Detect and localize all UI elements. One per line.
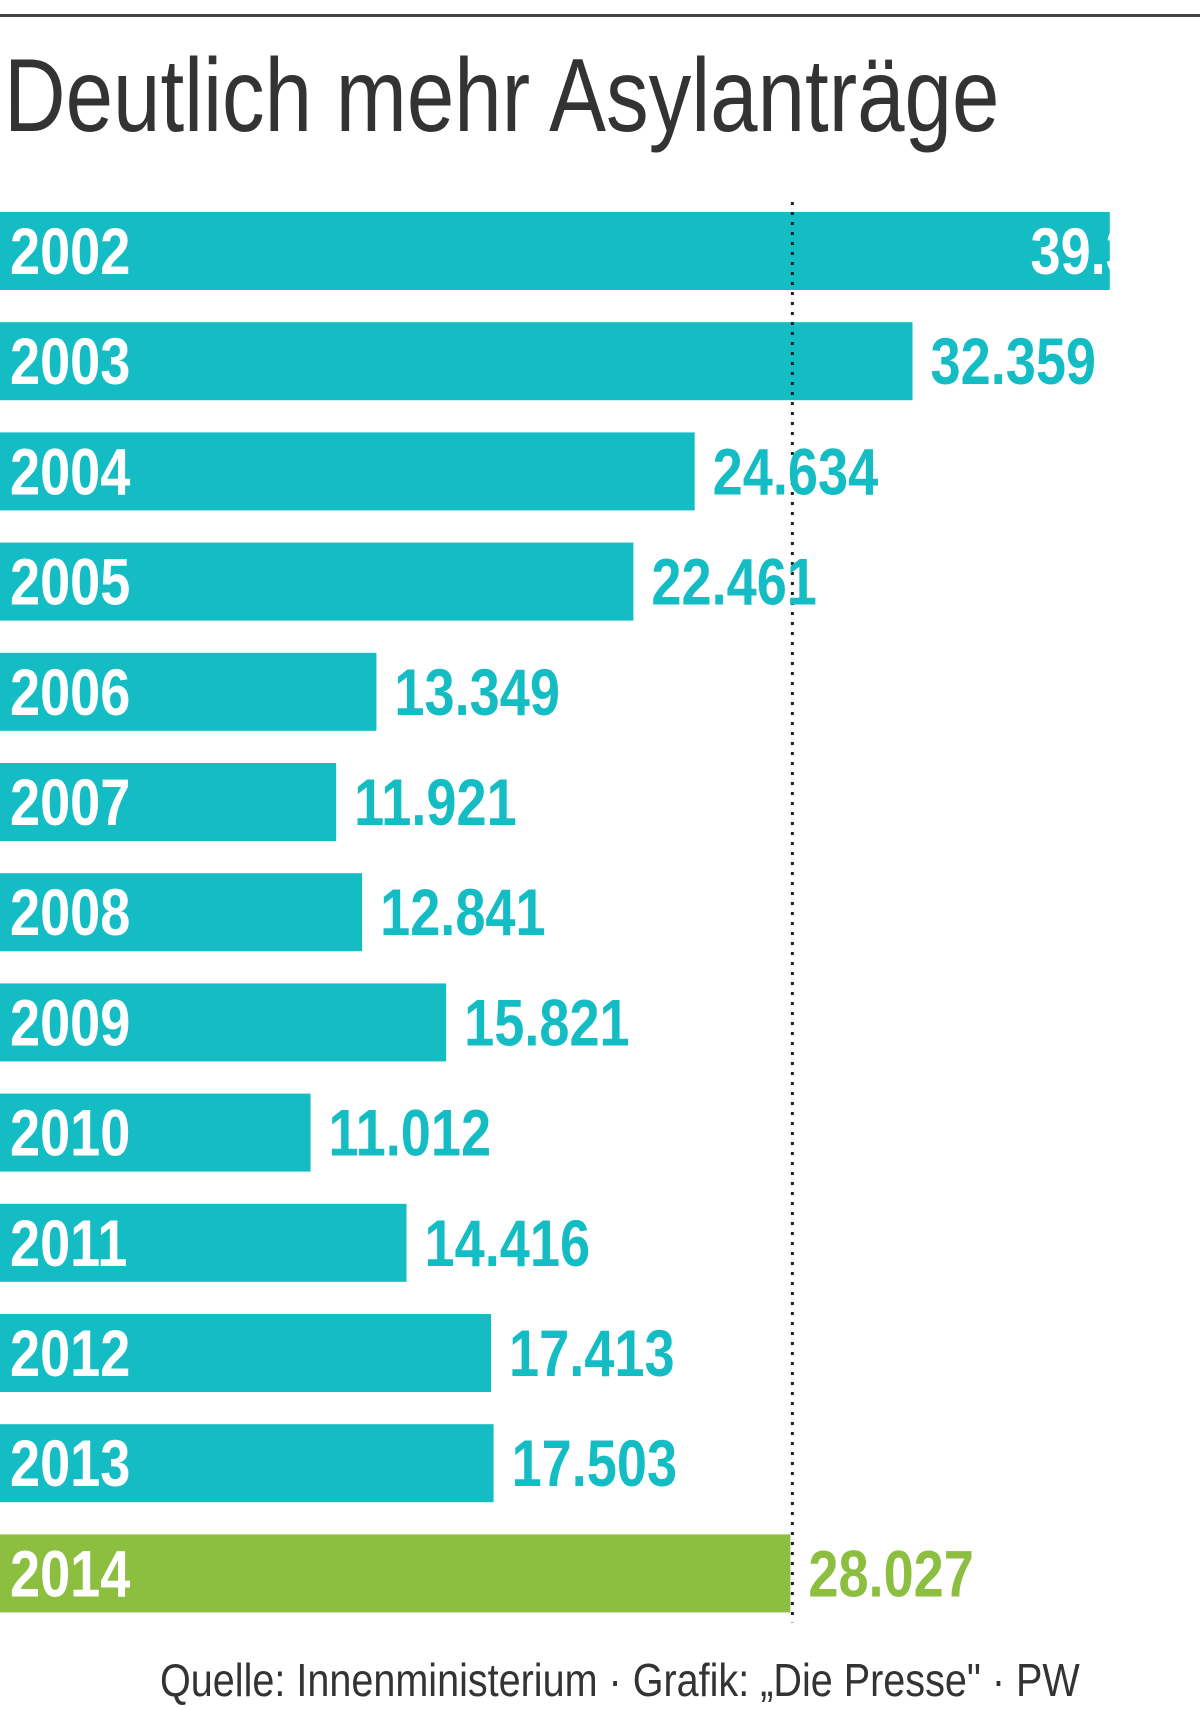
bar-2011 [0,1203,407,1282]
bar-2014 [0,1534,791,1613]
bar-2003 [0,322,913,401]
labels: 2002 39.354 2003 32.359 2004 24.634 2005 22.461… [10,214,1196,1611]
value-label-2013: 17.503 [512,1426,678,1500]
bar-2012 [0,1314,492,1392]
bar-2013 [0,1424,494,1503]
year-label-2002: 2002 [10,214,130,288]
chart-title: Deutlich mehr Asylanträge [4,38,1000,154]
value-label-2003: 32.359 [931,324,1097,398]
year-label-2005: 2005 [10,544,130,618]
value-label-2014: 28.027 [808,1536,974,1610]
year-label-2011: 2011 [10,1206,127,1280]
bar-2007 [0,763,337,841]
bar-2002 [0,212,1110,290]
year-label-2013: 2013 [10,1426,130,1500]
bar-2008 [0,873,363,952]
bars [0,212,1110,1613]
value-label-2005: 22.461 [651,544,817,618]
year-label-2010: 2010 [10,1095,130,1169]
year-label-2007: 2007 [10,765,130,839]
value-label-2006: 13.349 [394,655,560,729]
value-label-2008: 12.841 [380,875,546,949]
year-label-2012: 2012 [10,1316,130,1390]
bar-2009 [0,983,447,1062]
bar-2004 [0,432,695,511]
value-label-2002: 39.354 [1030,214,1196,288]
top-rule [0,14,1200,17]
year-label-2003: 2003 [10,324,130,398]
value-label-2004: 24.634 [713,434,879,508]
year-label-2006: 2006 [10,655,130,729]
year-label-2008: 2008 [10,875,130,949]
value-label-2010: 11.012 [329,1095,492,1169]
year-label-2004: 2004 [10,434,131,508]
year-label-2009: 2009 [10,985,130,1059]
source-note: Quelle: Innenministerium · Grafik: „Die … [160,1654,1080,1706]
bar-2010 [0,1093,311,1172]
bar-chart: 2002 39.354 2003 32.359 2004 24.634 2005 22.461… [0,202,1196,1623]
bar-2006 [0,652,377,731]
value-label-2007: 11.921 [354,765,517,839]
value-label-2009: 15.821 [464,985,630,1059]
bar-2005 [0,542,634,621]
value-label-2011: 14.416 [425,1206,591,1280]
value-label-2012: 17.413 [509,1316,675,1390]
year-label-2014: 2014 [10,1536,131,1610]
